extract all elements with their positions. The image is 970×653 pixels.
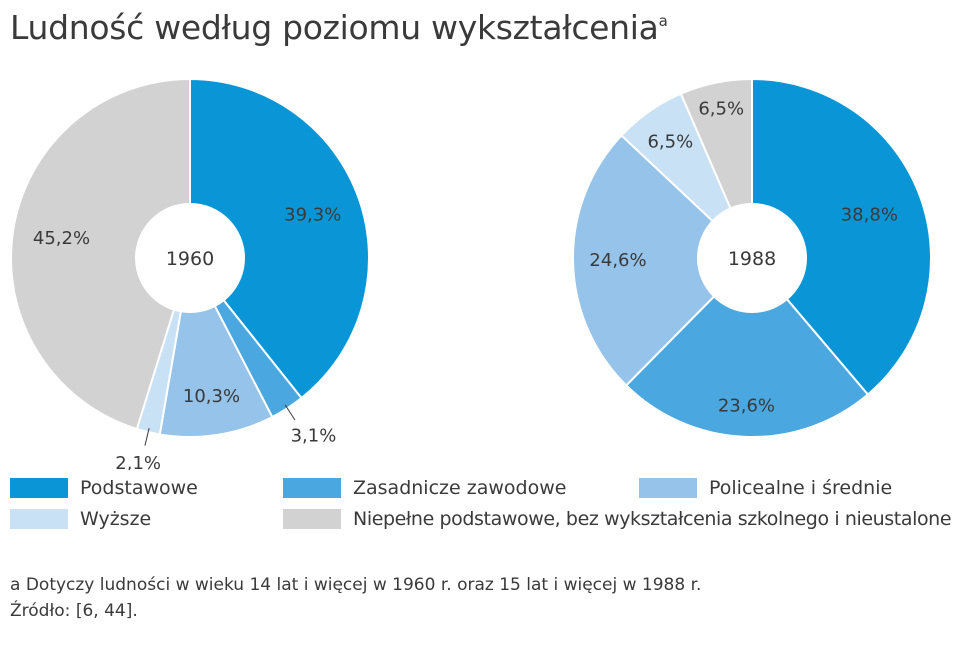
legend-label-policealne-i-srednie: Policealne i średnie	[709, 477, 893, 499]
data-label-1960-policealne-i-srednie: 10,3%	[183, 386, 240, 407]
legend-label-niepelne-podstawowe: Niepełne podstawowe, bez wykształcenia s…	[353, 508, 952, 530]
data-label-1960-zasadnicze-zawodowe: 3,1%	[291, 426, 337, 447]
data-label-1960-wyzsze: 2,1%	[115, 453, 161, 470]
pie-slice-1988-zasadnicze-zawodowe	[624, 256, 870, 438]
legend-item-zasadnicze-zawodowe: Zasadnicze zawodowe	[283, 476, 566, 500]
legend-swatch-zasadnicze-zawodowe	[283, 478, 341, 498]
pie-chart-1960: 39,3% 3,1% 10,3% 2,1% 45,2% 1960	[10, 77, 370, 470]
data-label-1988-zasadnicze-zawodowe: 23,6%	[718, 395, 775, 416]
legend-label-podstawowe: Podstawowe	[80, 477, 198, 499]
data-label-1960-niepelne-podstawowe-bez-wyksztalcenia-szkolnego-i-nieustalone: 45,2%	[33, 228, 90, 249]
chart-title: Ludność według poziomu wykształceniaa	[10, 8, 668, 47]
donut-hole-1988	[697, 203, 807, 313]
legend-swatch-podstawowe	[10, 478, 68, 498]
legend-swatch-policealne-i-srednie	[639, 478, 697, 498]
year-label-1960: 1960	[166, 248, 214, 270]
data-label-1988-wyzsze: 6,5%	[647, 131, 693, 152]
charts-area: 39,3% 3,1% 10,3% 2,1% 45,2% 1960 38,8% 23,6% 24…	[10, 77, 932, 470]
legend-item-wyzsze: Wyższe	[10, 507, 151, 531]
pie-slice-1988-podstawowe	[751, 77, 932, 396]
leader-line-1960-wyzsze	[144, 428, 150, 446]
legend-item-niepelne-podstawowe: Niepełne podstawowe, bez wykształcenia s…	[283, 507, 952, 531]
pie-slice-1988-policealne-i-srednie	[572, 134, 754, 387]
leader-line-1960-zasadnicze-zawodowe	[284, 404, 296, 421]
legend-item-podstawowe: Podstawowe	[10, 476, 198, 500]
data-label-1960-podstawowe: 39,3%	[284, 205, 341, 226]
pie-chart-1988: 38,8% 23,6% 24,6% 6,5%6,5% 1988	[572, 77, 932, 438]
data-label-1988-policealne-i-srednie: 24,6%	[589, 250, 646, 271]
legend-item-policealne-i-srednie: Policealne i średnie	[639, 476, 892, 500]
pie-slice-1960-podstawowe	[189, 77, 370, 400]
data-label-1988-podstawowe: 38,8%	[841, 204, 898, 225]
footnote-text: a Dotyczy ludności w wieku 14 lat i więc…	[10, 575, 702, 595]
pie-slice-1960-niepelne-podstawowe-bez-wyksztalcenia-szkolnego-i-nieustalone	[10, 77, 191, 431]
legend-swatch-wyzsze	[10, 509, 68, 529]
legend-label-zasadnicze-zawodowe: Zasadnicze zawodowe	[353, 477, 567, 499]
title-footnote-mark: a	[658, 12, 668, 30]
donut-hole-1960	[135, 203, 245, 313]
legend-swatch-niepelne-podstawowe	[283, 509, 341, 529]
chart-title-text: Ludność według poziomu wykształcenia	[10, 8, 659, 47]
legend-label-wyzsze: Wyższe	[80, 508, 152, 530]
data-label-1988-niepelne-podstawowe-bez-wyksztalcenia-szkolnego-i-nieustalone: 6,5%	[698, 99, 744, 120]
source-text: Źródło: [6, 44].	[10, 601, 138, 621]
year-label-1988: 1988	[728, 248, 776, 270]
